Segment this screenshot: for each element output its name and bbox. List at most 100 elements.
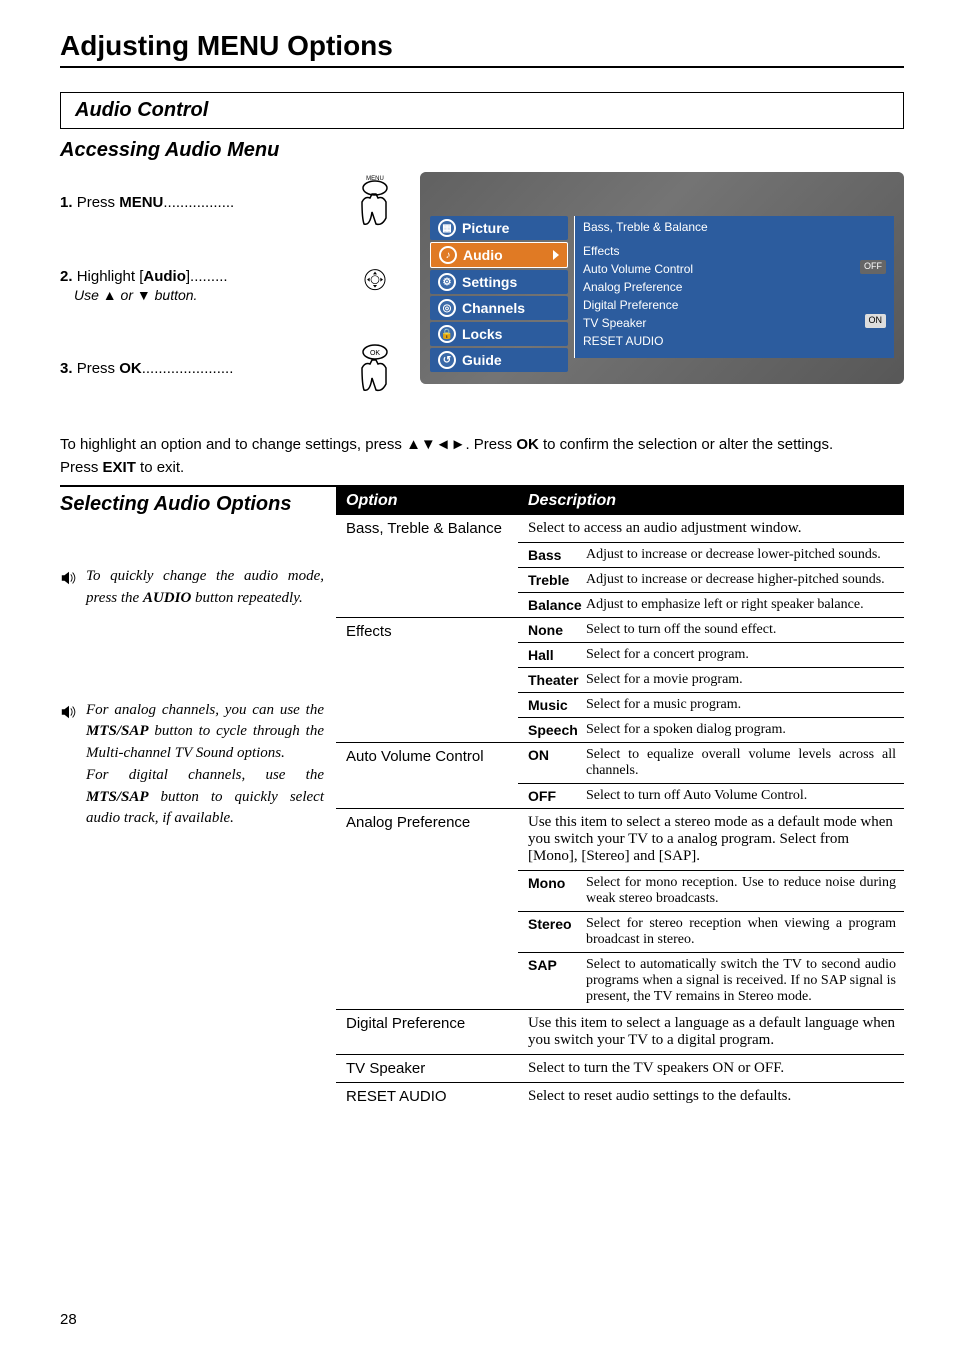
tip-text: For digital channels, use the	[86, 767, 324, 783]
osd-subitem-label: Digital Preference	[583, 298, 678, 312]
table-row: TV SpeakerSelect to turn the TV speakers…	[336, 1055, 904, 1083]
speaker-icon	[60, 569, 78, 587]
sub-option-key: None	[518, 618, 586, 643]
sub-table: Use this item to select a stereo mode as…	[518, 809, 904, 1009]
sub-option-key: Speech	[518, 718, 586, 743]
title-rule	[60, 66, 904, 68]
table-row: EffectsNoneSelect to turn off the sound …	[336, 618, 904, 743]
settings-icon: ⚙	[438, 273, 456, 291]
table-row: RESET AUDIOSelect to reset audio setting…	[336, 1083, 904, 1111]
sub-option-key: OFF	[518, 784, 586, 809]
osd-subitem-label: Auto Volume Control	[583, 262, 693, 276]
option-desc-cell: NoneSelect to turn off the sound effect.…	[518, 618, 904, 743]
table-row: Digital PreferenceUse this item to selec…	[336, 1010, 904, 1055]
selecting-audio-heading: Selecting Audio Options	[60, 493, 324, 516]
option-name: TV Speaker	[336, 1055, 518, 1083]
osd-item-locks: 🔒Locks	[430, 322, 568, 346]
tip-key: MTS/SAP	[86, 723, 149, 739]
svg-text:OK: OK	[370, 350, 380, 357]
option-desc-cell: ONSelect to equalize overall volume leve…	[518, 743, 904, 809]
osd-item-label: Picture	[462, 220, 509, 236]
page-number: 28	[60, 1311, 77, 1328]
sub-option-desc: Select for a movie program.	[586, 668, 904, 693]
menu-button-icon: MENU	[350, 172, 400, 232]
sub-table: NoneSelect to turn off the sound effect.…	[518, 618, 904, 742]
osd-subitem: TV SpeakerON	[583, 314, 886, 332]
speaker-icon	[60, 703, 78, 721]
option-desc-cell: Select to reset audio settings to the de…	[518, 1083, 904, 1111]
osd-item-channels: ◎Channels	[430, 296, 568, 320]
subsection-title: Accessing Audio Menu	[60, 139, 904, 162]
ok-button-icon: OK	[350, 338, 400, 398]
instr-key: OK	[516, 436, 539, 453]
option-name: Bass, Treble & Balance	[336, 515, 518, 618]
osd-submenu: Bass, Treble & Balance Effects Auto Volum…	[574, 216, 894, 372]
option-desc-cell: Use this item to select a stereo mode as…	[518, 809, 904, 1010]
sub-option-desc: Select to turn off Auto Volume Control.	[586, 784, 904, 809]
step-num: 1.	[60, 194, 73, 211]
osd-subitem-label: TV Speaker	[583, 316, 646, 330]
tip-key: MTS/SAP	[86, 789, 149, 805]
option-name: Digital Preference	[336, 1010, 518, 1055]
status-badge: OFF	[860, 260, 886, 274]
d-pad-icon	[350, 265, 400, 305]
osd-item-label: Locks	[462, 326, 502, 342]
step-keyword: Audio	[143, 268, 186, 285]
table-row: Analog PreferenceUse this item to select…	[336, 809, 904, 1010]
step-post: ].........	[186, 268, 228, 285]
sub-option-key: Bass	[518, 543, 586, 568]
sub-option-key: Hall	[518, 643, 586, 668]
sub-option-desc: Select to automatically switch the TV to…	[586, 953, 904, 1010]
sub-table: ONSelect to equalize overall volume leve…	[518, 743, 904, 808]
step-3-text: 3. Press OK......................	[60, 360, 350, 377]
sub-option-desc: Select for mono reception. Use to reduce…	[586, 871, 904, 912]
sub-table: Select to turn the TV speakers ON or OFF…	[518, 1055, 904, 1082]
sub-option-key: Balance	[518, 593, 586, 618]
guide-icon: ↺	[438, 351, 456, 369]
sub-option-key: Treble	[518, 568, 586, 593]
osd-subitem-label: Analog Preference	[583, 280, 682, 294]
sub-option-key: SAP	[518, 953, 586, 1010]
sub-option-desc: Select for stereo reception when viewing…	[586, 912, 904, 953]
step-3: 3. Press OK...................... OK	[60, 338, 400, 398]
option-intro: Use this item to select a stereo mode as…	[518, 809, 904, 871]
step-num: 3.	[60, 360, 73, 377]
sub-option-desc: Adjust to increase or decrease lower-pit…	[586, 543, 904, 568]
step-pre: Press	[77, 360, 120, 377]
step-keyword: MENU	[119, 194, 163, 211]
osd-submenu-top: Bass, Treble & Balance	[574, 216, 894, 238]
osd-item-picture: ▦Picture	[430, 216, 568, 240]
table-row: Auto Volume ControlONSelect to equalize …	[336, 743, 904, 809]
osd-item-settings: ⚙Settings	[430, 270, 568, 294]
main-grid: Selecting Audio Options To quickly chang…	[60, 485, 904, 1110]
tip-2-text: For analog channels, you can use the MTS…	[86, 700, 324, 831]
instr-text: Press	[60, 459, 103, 476]
osd-subitem-label: Effects	[583, 244, 619, 258]
option-intro: Select to access an audio adjustment win…	[518, 515, 904, 543]
osd-subitem-label: RESET AUDIO	[583, 334, 663, 348]
option-desc-cell: Select to access an audio adjustment win…	[518, 515, 904, 618]
osd-screenshot: ▦Picture♪Audio⚙Settings◎Channels🔒Locks↺G…	[420, 172, 904, 384]
instr-text: to exit.	[136, 459, 184, 476]
osd-item-label: Audio	[463, 247, 503, 263]
section-header-box: Audio Control	[60, 92, 904, 129]
instr-text: To highlight an option and to change set…	[60, 436, 516, 453]
sub-option-desc: Select for a concert program.	[586, 643, 904, 668]
options-table: Option Description Bass, Treble & Balanc…	[336, 487, 904, 1110]
tip-text: For analog channels, you can use the	[86, 702, 324, 718]
access-area: 1. Press MENU................. MENU 2. H…	[60, 172, 904, 424]
sub-option-key: Theater	[518, 668, 586, 693]
step-2: 2. Highlight [Audio]......... Use ▲ or ▼…	[60, 258, 400, 312]
audio-icon: ♪	[439, 246, 457, 264]
sub-option-key: Music	[518, 693, 586, 718]
step-dots: ......................	[142, 360, 234, 377]
step-keyword: OK	[119, 360, 142, 377]
sub-option-key: Stereo	[518, 912, 586, 953]
page-title: Adjusting MENU Options	[60, 30, 904, 62]
osd-subitem: Effects	[583, 242, 886, 260]
tip-1-text: To quickly change the audio mode, press …	[86, 566, 324, 610]
sub-option-desc: Adjust to emphasize left or right speake…	[586, 593, 904, 618]
step-num: 2.	[60, 268, 73, 285]
right-column: Option Description Bass, Treble & Balanc…	[336, 487, 904, 1110]
instructions: To highlight an option and to change set…	[60, 434, 904, 479]
